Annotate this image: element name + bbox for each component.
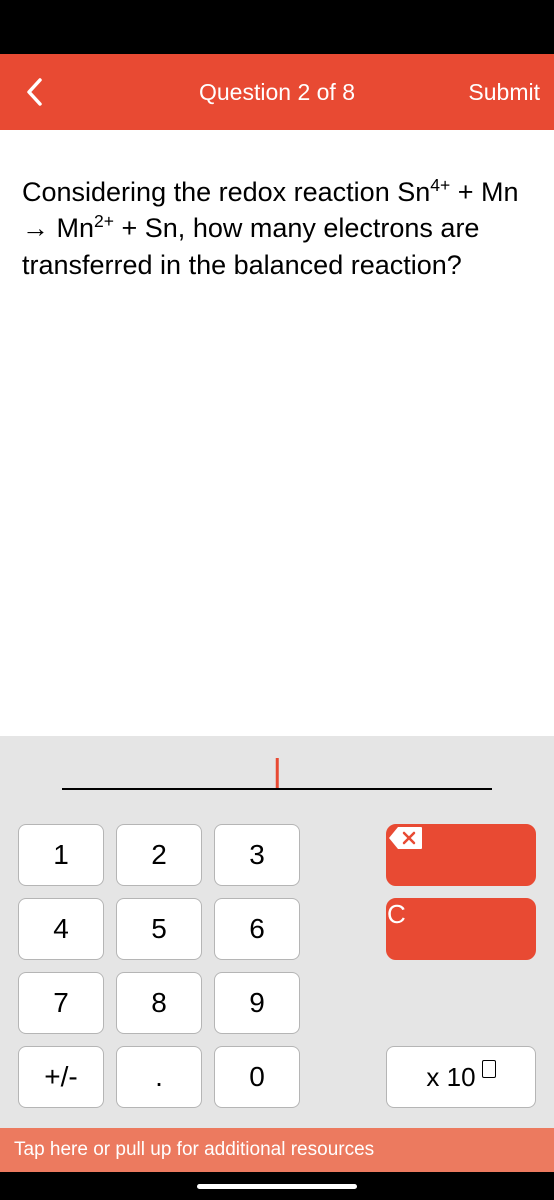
- key-5[interactable]: 5: [116, 898, 202, 960]
- keypad-row: 4 5 6 C: [18, 898, 536, 960]
- key-8[interactable]: 8: [116, 972, 202, 1034]
- exponent-box-icon: [482, 1060, 496, 1078]
- key-decimal[interactable]: .: [116, 1046, 202, 1108]
- spacer: [312, 1046, 374, 1108]
- status-bar: [0, 0, 554, 54]
- spacer: [386, 972, 536, 1034]
- spacer: [312, 824, 374, 886]
- keypad-panel: 1 2 3 4 5 6 C 7 8 9 +/- . 0 x 10: [0, 736, 554, 1128]
- home-indicator-area: [0, 1172, 554, 1200]
- key-7[interactable]: 7: [18, 972, 104, 1034]
- back-button[interactable]: [14, 72, 54, 112]
- key-6[interactable]: 6: [214, 898, 300, 960]
- key-4[interactable]: 4: [18, 898, 104, 960]
- exponent-label: x 10: [426, 1062, 475, 1093]
- key-0[interactable]: 0: [214, 1046, 300, 1108]
- header-bar: Question 2 of 8 Submit: [0, 54, 554, 130]
- key-2[interactable]: 2: [116, 824, 202, 886]
- home-indicator[interactable]: [197, 1184, 357, 1189]
- text-cursor: [276, 758, 279, 788]
- spacer: [312, 972, 374, 1034]
- question-superscript: 4+: [430, 175, 450, 195]
- question-text: Considering the redox reaction Sn4+ + Mn…: [22, 174, 532, 283]
- question-part: Considering the redox reaction Sn: [22, 177, 430, 207]
- key-exponent[interactable]: x 10: [386, 1046, 536, 1108]
- answer-input[interactable]: [62, 758, 492, 790]
- key-1[interactable]: 1: [18, 824, 104, 886]
- backspace-icon: [387, 825, 423, 851]
- key-3[interactable]: 3: [214, 824, 300, 886]
- clear-button[interactable]: C: [386, 898, 536, 960]
- resources-drawer-handle[interactable]: Tap here or pull up for additional resou…: [0, 1128, 554, 1172]
- answer-field-wrap: [18, 758, 536, 790]
- keypad-row: 1 2 3: [18, 824, 536, 886]
- question-content: Considering the redox reaction Sn4+ + Mn…: [0, 130, 554, 736]
- key-9[interactable]: 9: [214, 972, 300, 1034]
- backspace-button[interactable]: [386, 824, 536, 886]
- key-plusminus[interactable]: +/-: [18, 1046, 104, 1108]
- question-superscript: 2+: [94, 211, 114, 231]
- chevron-left-icon: [25, 77, 43, 107]
- keypad-row: 7 8 9: [18, 972, 536, 1034]
- keypad-row: +/- . 0 x 10: [18, 1046, 536, 1108]
- submit-button[interactable]: Submit: [468, 79, 540, 106]
- spacer: [312, 898, 374, 960]
